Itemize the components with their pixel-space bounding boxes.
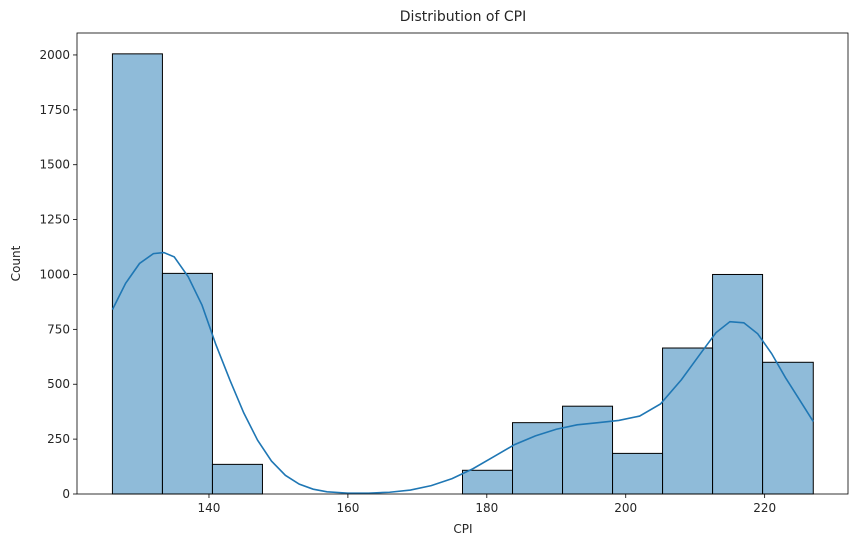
x-tick-label: 140 <box>198 501 221 515</box>
histogram-bar <box>111 53 163 495</box>
x-tick-label: 220 <box>753 501 776 515</box>
histogram-bars <box>111 53 814 495</box>
y-tick-label: 1250 <box>39 213 70 227</box>
y-tick-label: 250 <box>47 432 70 446</box>
x-tick-label: 200 <box>614 501 637 515</box>
x-tick-label: 160 <box>336 501 359 515</box>
histogram-bar <box>161 272 213 495</box>
y-axis-label: Count <box>9 245 23 281</box>
histogram-bar <box>562 405 614 495</box>
histogram-bar <box>211 463 263 495</box>
histogram-bar <box>612 452 664 495</box>
plot-frame <box>76 32 849 495</box>
y-axis-ticks: 0 250 500 750 1000 1250 1500 1750 2000 <box>39 48 77 501</box>
histogram-bar <box>762 361 814 495</box>
chart-title: Distribution of CPI <box>400 9 526 25</box>
histogram-bar <box>662 347 714 495</box>
y-tick-label: 500 <box>47 377 70 391</box>
histogram-bar <box>512 422 564 495</box>
histogram-bar <box>712 273 764 495</box>
x-axis-ticks: 140 160 180 200 220 <box>198 494 776 515</box>
x-axis-label: CPI <box>453 522 472 536</box>
y-tick-label: 1000 <box>39 267 70 281</box>
x-tick-label: 180 <box>475 501 498 515</box>
y-tick-label: 1500 <box>39 158 70 172</box>
y-tick-label: 2000 <box>39 48 70 62</box>
y-tick-label: 750 <box>47 322 70 336</box>
histogram-bar <box>462 469 514 495</box>
kde-curve <box>111 251 814 494</box>
y-tick-label: 0 <box>62 487 70 501</box>
y-tick-label: 1750 <box>39 103 70 117</box>
